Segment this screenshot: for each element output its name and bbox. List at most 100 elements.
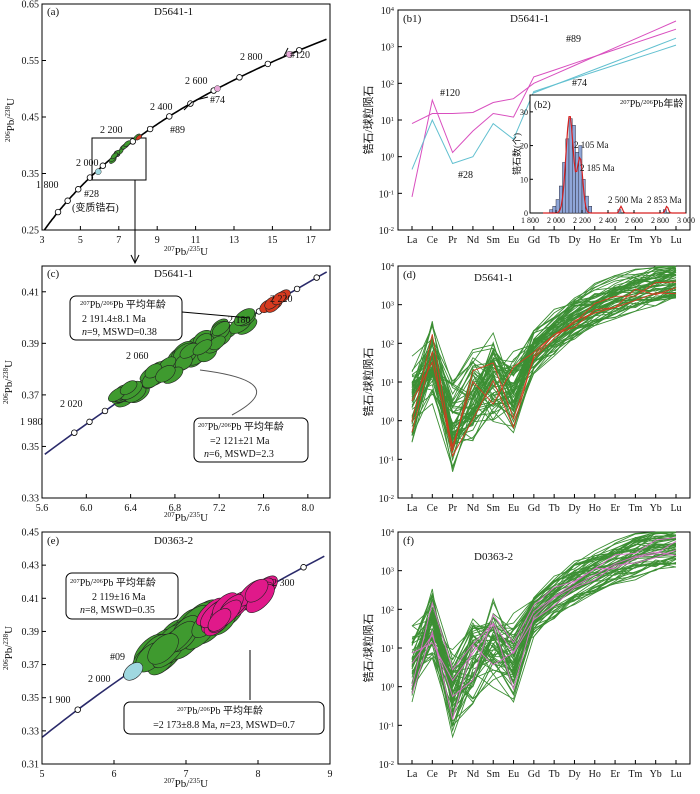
- inset-x-tick-label: 2 000: [547, 216, 565, 225]
- x-tick-label: Yb: [650, 503, 662, 514]
- x-tick-label: Pr: [448, 769, 458, 780]
- x-tick-label: 9: [328, 769, 333, 780]
- x-tick-label: Sm: [487, 235, 501, 246]
- label-part: n: [82, 327, 87, 338]
- y-tick-label: 102: [381, 79, 394, 91]
- x-tick-label: 8.0: [302, 503, 315, 514]
- mean-age-title: 207Pb/206Pb 平均年龄: [70, 576, 156, 589]
- x-tick-label: 13: [229, 235, 239, 246]
- ree-pattern-line: [411, 293, 677, 442]
- annotation: #09: [110, 652, 125, 663]
- zircon-ellipse: [192, 339, 213, 356]
- concordia-age-label: 2 300: [272, 578, 295, 589]
- label-part: U: [200, 246, 208, 258]
- inset-y-tick-label: 30: [520, 108, 528, 117]
- ree-pattern-line: [411, 535, 677, 661]
- concordia-age-label: 1 980: [20, 417, 43, 428]
- annotation-curve: [199, 369, 257, 416]
- label-part: 10: [381, 339, 391, 350]
- x-tick-label: Pr: [448, 503, 458, 514]
- concordia-age-label: 2 000: [88, 674, 111, 685]
- label-part: =8, MSWD=0.35: [85, 605, 155, 616]
- zircon-ellipse: [212, 321, 230, 336]
- label-part: 10: [379, 226, 389, 237]
- label-part: n: [80, 605, 85, 616]
- y-tick-label: 102: [381, 605, 394, 617]
- label-part: 10: [379, 455, 389, 466]
- x-tick-label: 11: [191, 235, 201, 246]
- x-tick-label: Dy: [568, 503, 580, 514]
- panel-title: D0363-2: [474, 551, 513, 563]
- y-axis-label: 206Pb/238U: [2, 626, 15, 670]
- ree-pattern-line: [411, 295, 677, 441]
- x-tick-label: 17: [306, 235, 316, 246]
- panel-title: D5641-1: [154, 268, 193, 280]
- concordia-age-label: 2 400: [150, 102, 173, 113]
- panel-label: (c): [47, 268, 60, 280]
- x-tick-label: Tb: [549, 235, 560, 246]
- annotation: (变质锆石): [72, 201, 119, 214]
- ree-pattern-line: [411, 293, 677, 435]
- label-part: 206: [200, 706, 211, 713]
- panel-label: (a): [47, 6, 60, 18]
- label-part: 1: [391, 644, 394, 651]
- concordia-age-marker: [86, 418, 93, 426]
- label-part: -1: [389, 189, 394, 196]
- concordia-age-marker: [264, 60, 272, 68]
- label-part: Pb/: [630, 99, 644, 110]
- label-part: Pb/: [175, 246, 191, 258]
- y-axis-label: 锆石/球粒陨石: [361, 85, 375, 154]
- y-tick-label: 100: [381, 682, 394, 694]
- label-part: 207: [80, 300, 91, 307]
- annotation: #120: [440, 88, 460, 99]
- zircon-28: [94, 168, 102, 175]
- label-part: U: [200, 778, 208, 790]
- mean-age-stats: n=9, MSWD=0.38: [82, 327, 157, 338]
- label-part: Pb 平均年龄: [210, 704, 263, 717]
- annotation: #74: [210, 95, 225, 106]
- y-tick-label: 0.65: [22, 0, 40, 11]
- x-tick-label: La: [407, 769, 418, 780]
- label-part: 206: [643, 99, 654, 106]
- x-tick-label: 7.2: [213, 503, 226, 514]
- label-part: -2: [389, 494, 394, 501]
- y-tick-label: 103: [381, 42, 394, 54]
- label-part: Pb/: [90, 300, 104, 311]
- x-tick-label: Yb: [650, 769, 662, 780]
- peak-label: 2 500 Ma: [608, 195, 643, 205]
- inset-y-label: 锆石数(个): [511, 133, 522, 175]
- x-axis-label: 207Pb/235U: [164, 245, 208, 258]
- label-part: 207: [620, 99, 631, 106]
- y-tick-label: 103: [381, 566, 394, 578]
- x-axis-label: 207Pb/235U: [164, 777, 208, 790]
- y-tick-label: 0.33: [22, 494, 40, 505]
- label-part: 10: [381, 262, 391, 273]
- label-part: -2: [389, 760, 394, 767]
- concordia-age-marker: [313, 274, 320, 281]
- density-curve: [543, 115, 686, 214]
- ree-pattern-line: [411, 540, 677, 720]
- y-tick-label: 0.45: [22, 528, 40, 539]
- y-tick-label: 0.35: [22, 693, 40, 704]
- concordia-age-marker: [74, 706, 81, 713]
- inset-x-tick-label: 2 200: [573, 216, 591, 225]
- ree-pattern-line: [411, 287, 677, 452]
- plot-frame-c: [41, 265, 331, 499]
- ree-pattern-line: [411, 558, 677, 727]
- zircon-ellipse: [244, 578, 269, 603]
- zircon-ellipse: [271, 291, 287, 306]
- annotation-arrow: [183, 101, 193, 111]
- concordia-age-marker: [75, 186, 82, 193]
- label-part: 206: [93, 578, 104, 585]
- ree-pattern-line: [411, 279, 677, 446]
- label-part: Pb 平均年龄: [113, 298, 166, 311]
- label-part: =9, MSWD=0.38: [87, 327, 157, 338]
- y-tick-label: 10-1: [379, 189, 394, 201]
- label-part: Pb 平均年龄: [231, 420, 284, 433]
- inset-y-tick-label: 10: [520, 175, 528, 184]
- y-tick-label: 10-1: [379, 721, 394, 733]
- label-part: 206: [103, 300, 114, 307]
- y-axis-label: 206Pb/238U: [2, 360, 15, 404]
- label-part: 235: [189, 777, 200, 785]
